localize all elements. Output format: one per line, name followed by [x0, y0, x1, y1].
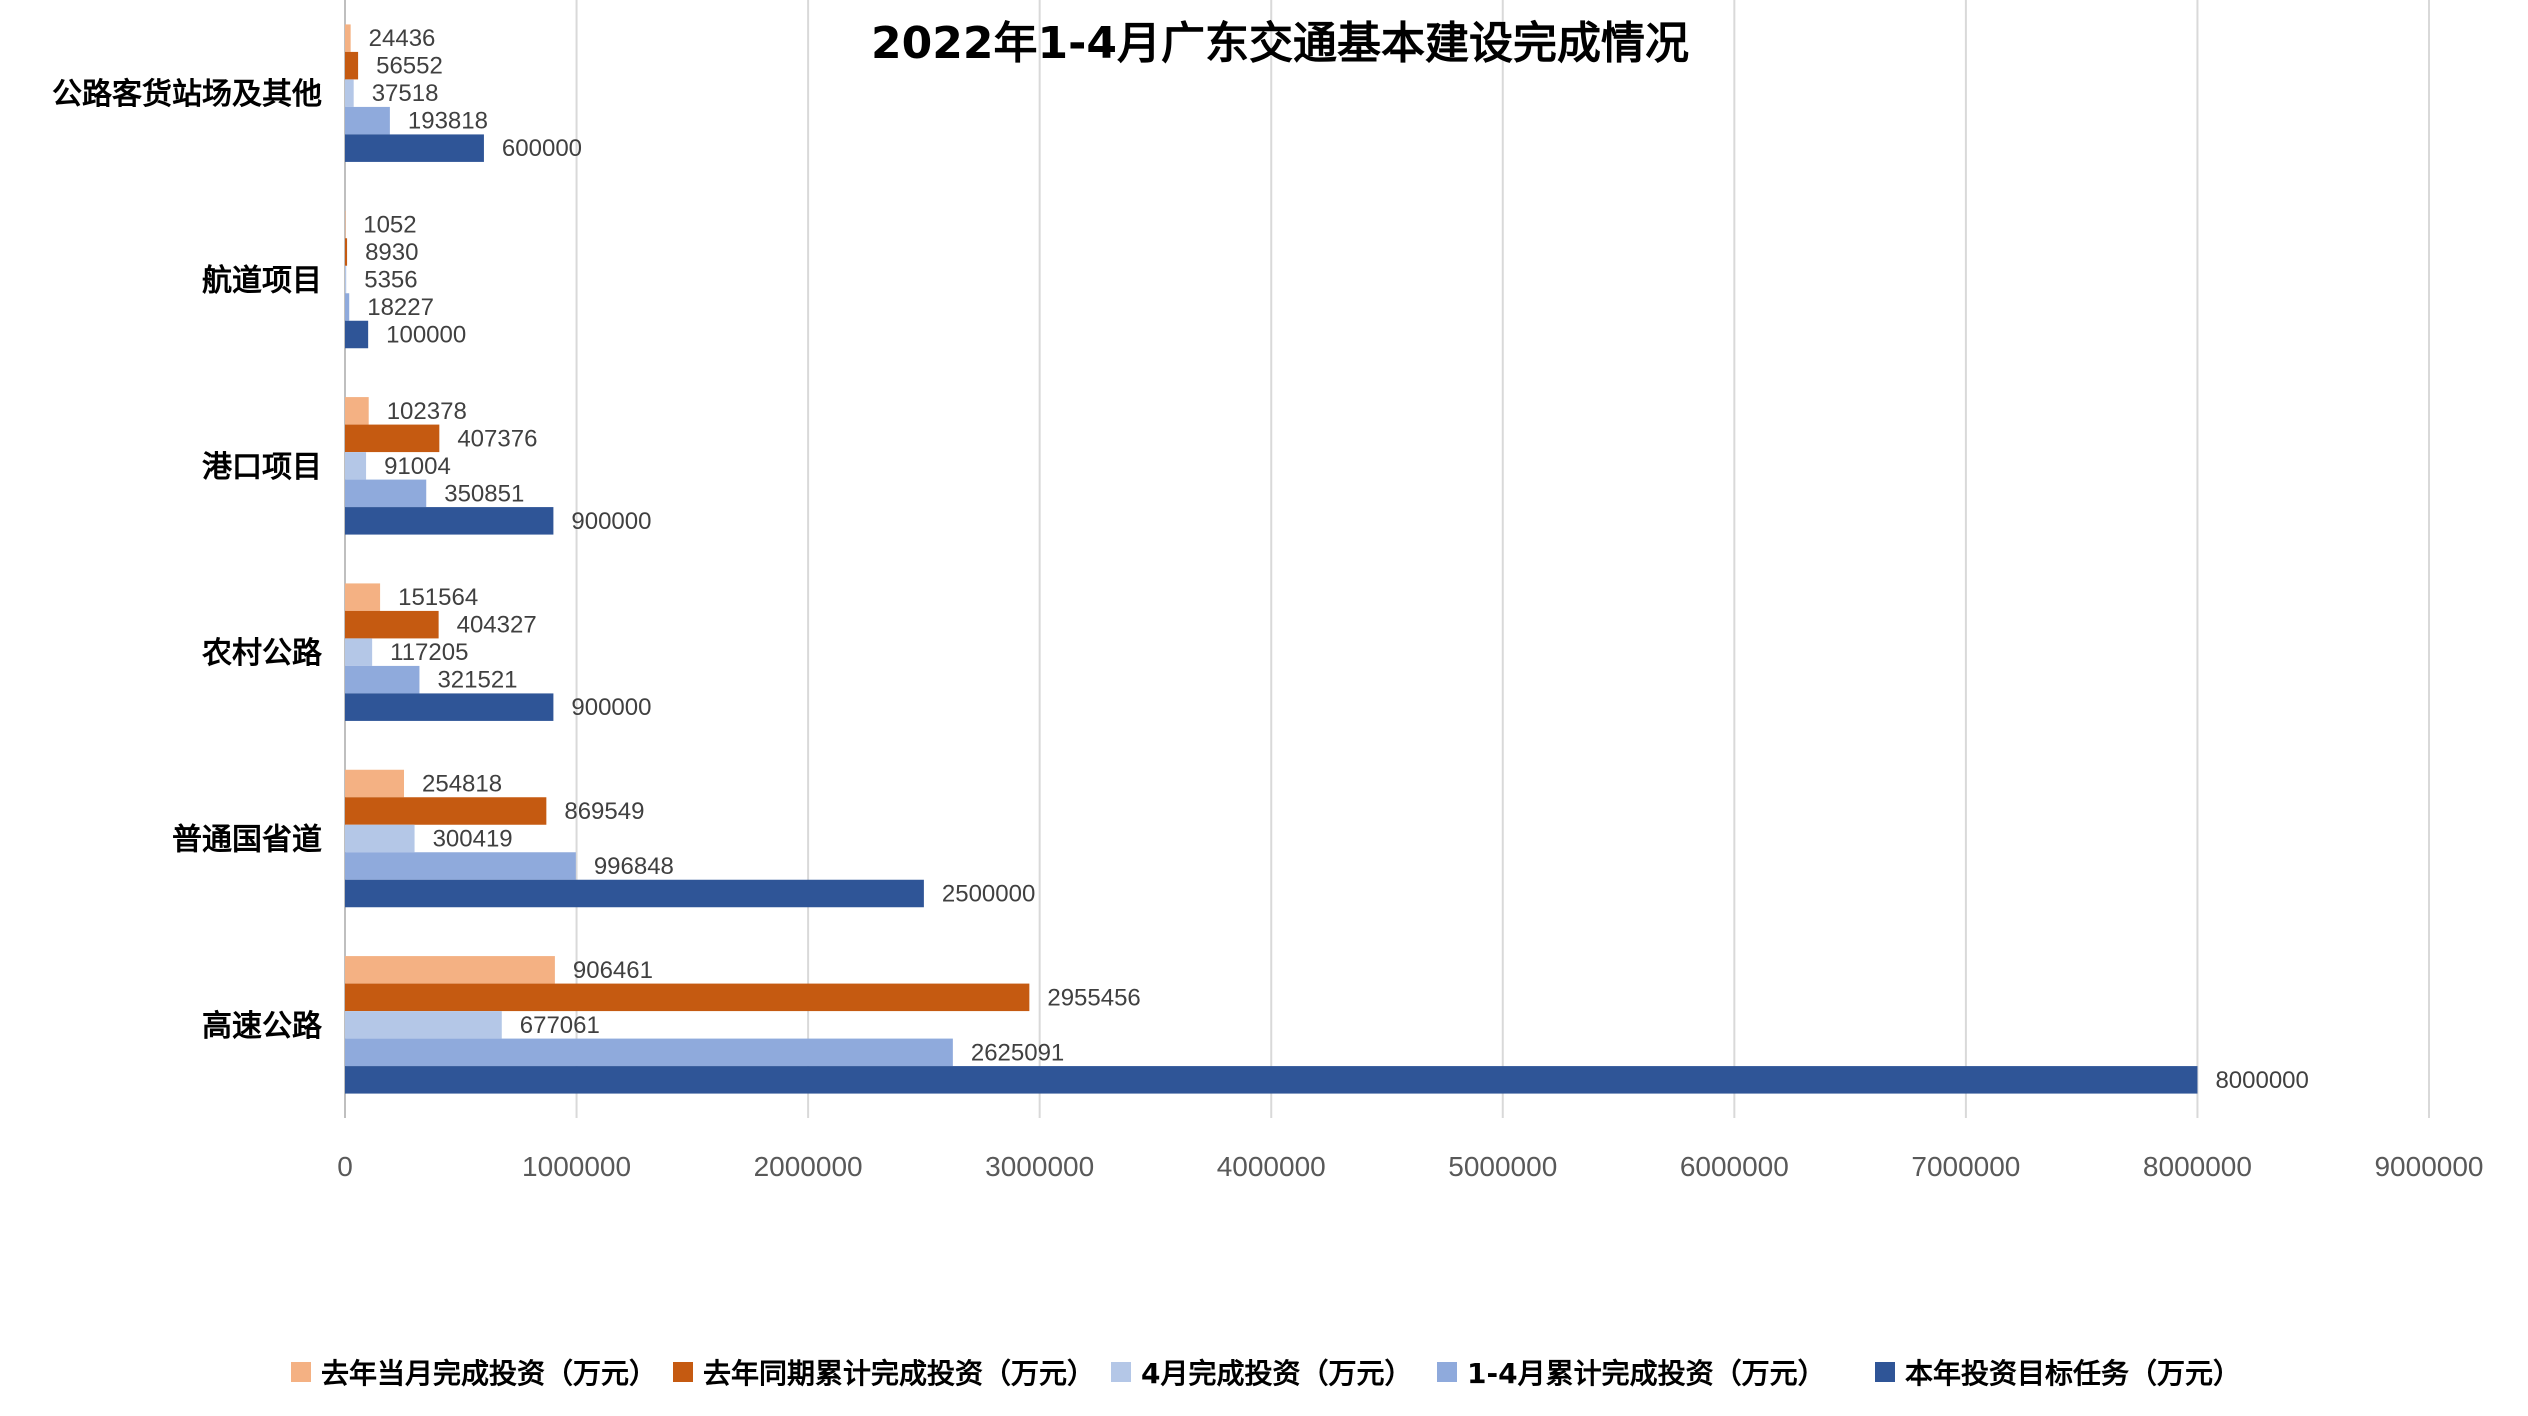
- bar: [345, 106, 390, 135]
- data-label: 91004: [384, 453, 451, 480]
- bars: [345, 24, 2198, 1094]
- x-tick-label: 9000000: [2374, 1151, 2483, 1182]
- x-tick-label: 5000000: [1448, 1151, 1557, 1182]
- x-tick-labels: 0 1000000 2000000 3000000 4000000 5000000 6000…: [337, 1151, 2483, 1182]
- bar: [345, 210, 346, 239]
- bar: [345, 479, 427, 508]
- x-tick-label: 4000000: [1217, 1151, 1326, 1182]
- data-label: 677061: [520, 1012, 600, 1039]
- legend-swatch: [673, 1362, 693, 1382]
- legend-label: 去年当月完成投资（万元）: [321, 1357, 657, 1390]
- bar: [345, 797, 547, 825]
- data-label: 2955456: [1047, 984, 1140, 1011]
- legend-label: 4月完成投资（万元）: [1141, 1357, 1412, 1390]
- data-label: 254818: [422, 771, 502, 798]
- data-label: 900000: [571, 508, 651, 535]
- bar: [345, 424, 440, 453]
- category-label: 农村公路: [201, 636, 323, 671]
- legend: 去年当月完成投资（万元） 去年同期累计完成投资（万元） 4月完成投资（万元） 1-4月…: [291, 1357, 2241, 1390]
- data-label: 18227: [367, 294, 434, 321]
- legend-label: 本年投资目标任务（万元）: [1905, 1357, 2241, 1390]
- category-label: 港口项目: [202, 450, 322, 485]
- bar: [345, 769, 405, 798]
- bar: [345, 293, 350, 321]
- legend-swatch: [1111, 1362, 1131, 1382]
- bar: [345, 79, 354, 107]
- bar: [345, 665, 420, 694]
- data-label: 8930: [365, 239, 418, 266]
- data-label: 404327: [457, 612, 537, 639]
- bar: [345, 983, 1030, 1012]
- data-label: 24436: [369, 25, 436, 52]
- bar: [345, 320, 369, 349]
- chart-title: 2022年1-4月广东交通基本建设完成情况: [871, 18, 1689, 69]
- data-label: 2500000: [942, 881, 1035, 908]
- data-label: 102378: [387, 398, 467, 425]
- x-tick-label: 3000000: [985, 1151, 1094, 1182]
- data-label: 407376: [457, 425, 537, 452]
- data-label: 906461: [573, 957, 653, 984]
- bar: [345, 397, 369, 425]
- data-label: 5356: [364, 267, 417, 294]
- data-label: 37518: [372, 80, 439, 107]
- legend-label: 1-4月累计完成投资（万元）: [1467, 1357, 1826, 1390]
- data-label: 193818: [408, 108, 488, 135]
- data-label: 100000: [386, 322, 466, 349]
- bar: [345, 1038, 953, 1067]
- bar: [345, 134, 484, 162]
- bar: [345, 824, 415, 853]
- data-label: 350851: [444, 480, 524, 507]
- data-labels: 2443656552375181938186000001052893053561…: [363, 25, 2309, 1094]
- category-label: 高速公路: [202, 1009, 323, 1044]
- data-label: 117205: [390, 639, 468, 666]
- x-tick-label: 1000000: [522, 1151, 631, 1182]
- bar: [345, 610, 439, 639]
- data-label: 321521: [437, 667, 517, 694]
- data-label: 900000: [571, 694, 651, 721]
- bar: [345, 51, 359, 80]
- data-label: 869549: [564, 798, 644, 825]
- legend-swatch: [1875, 1362, 1895, 1382]
- data-label: 996848: [594, 853, 674, 880]
- data-label: 600000: [502, 135, 582, 162]
- data-label: 56552: [376, 53, 443, 80]
- data-label: 1052: [363, 212, 416, 239]
- legend-swatch: [1437, 1362, 1457, 1382]
- category-label: 普通国省道: [172, 823, 322, 858]
- x-tick-label: 0: [337, 1151, 353, 1182]
- bar: [345, 238, 348, 266]
- category-label: 公路客货站场及其他: [52, 77, 322, 112]
- bar: [345, 507, 554, 535]
- data-label: 300419: [433, 826, 513, 853]
- bar: [345, 583, 381, 611]
- x-tick-label: 2000000: [754, 1151, 863, 1182]
- category-label: 航道项目: [202, 264, 322, 299]
- legend-swatch: [291, 1362, 311, 1382]
- bar: [345, 879, 924, 908]
- gridlines: [344, 0, 2430, 1118]
- bar: [345, 638, 373, 666]
- data-label: 151564: [398, 584, 478, 611]
- x-tick-label: 7000000: [1911, 1151, 2020, 1182]
- bar: [345, 1011, 502, 1039]
- bar: [345, 956, 555, 984]
- bar: [345, 24, 351, 52]
- bar: [345, 452, 367, 480]
- bar: [345, 1066, 2198, 1094]
- data-label: 2625091: [971, 1039, 1064, 1066]
- x-tick-label: 6000000: [1680, 1151, 1789, 1182]
- bar: [345, 852, 576, 880]
- x-tick-label: 8000000: [2143, 1151, 2252, 1182]
- bar: [345, 693, 554, 721]
- legend-label: 去年同期累计完成投资（万元）: [703, 1357, 1095, 1390]
- bar: [345, 265, 347, 294]
- data-label: 8000000: [2215, 1067, 2308, 1094]
